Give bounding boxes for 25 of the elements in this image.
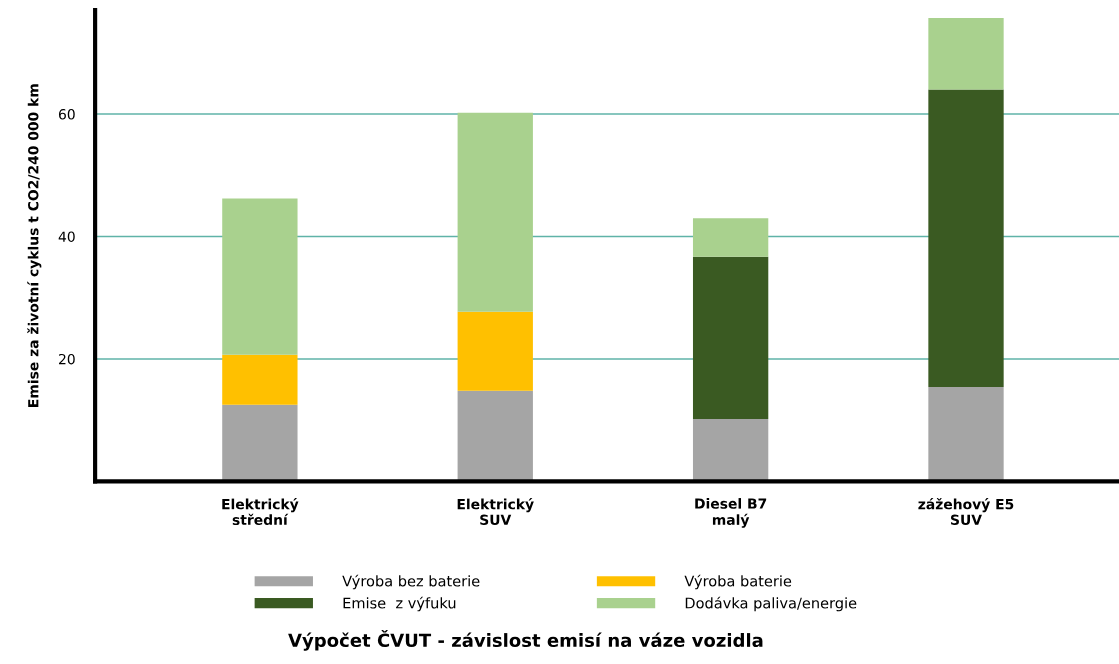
x-tick-label: Elektrický SUV (457, 498, 534, 526)
legend-label: Výroba baterie (684, 574, 792, 590)
bar (692, 418, 769, 482)
legend-label: Dodávka paliva/energie (685, 596, 857, 612)
text: Výpočet ČVUT - závislost emisí na váze vozidla (288, 630, 763, 651)
y-tick-label: 20 (59, 353, 75, 365)
x-tick-label: Diesel B7 malý (695, 498, 767, 528)
bar (457, 311, 533, 391)
y-tick-label: 60 (58, 109, 75, 120)
bar (222, 198, 298, 355)
bar (692, 218, 769, 257)
bar (928, 89, 1004, 388)
x-tick-label: Elektrický střední (222, 498, 299, 526)
bar (692, 256, 769, 419)
bar (222, 404, 298, 482)
y-tick-label: 40 (58, 231, 75, 242)
legend-label: Výroba bez baterie (342, 574, 480, 590)
bar (457, 390, 533, 482)
bar (222, 354, 298, 405)
bar (457, 112, 533, 312)
bar (928, 17, 1004, 90)
bar (928, 387, 1004, 482)
legend-label: Emise z výfuku (343, 596, 456, 612)
x-tick-label: zážehový E5 SUV (918, 498, 1014, 526)
y-axis-title: Emise za životní cyklus t CO2/240 000 km (27, 84, 42, 407)
